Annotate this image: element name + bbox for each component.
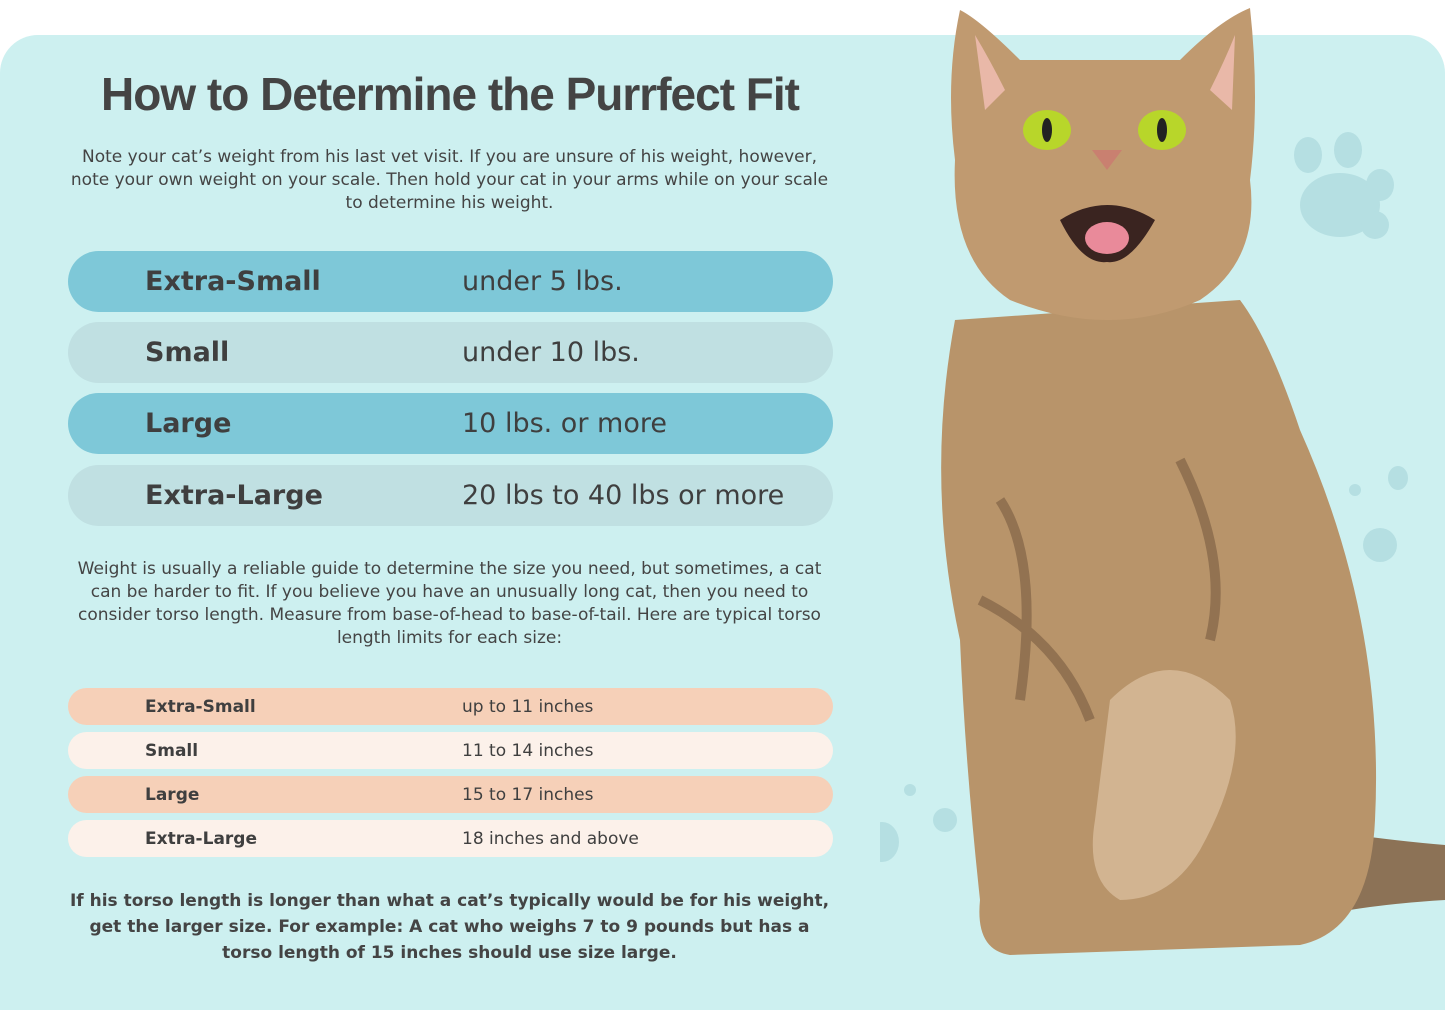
size-label: Extra-Small bbox=[145, 696, 256, 717]
sizing-note: If his torso length is longer than what … bbox=[69, 891, 830, 963]
torso-intro-text: Weight is usually a reliable guide to de… bbox=[77, 559, 822, 648]
size-label: Extra-Large bbox=[145, 480, 323, 511]
page-title: How to Determine the Purrfect Fit bbox=[101, 68, 800, 120]
size-label: Large bbox=[145, 408, 232, 439]
torso-row: Small 11 to 14 inches bbox=[68, 732, 833, 769]
torso-value: 18 inches and above bbox=[462, 828, 639, 849]
weight-row: Extra-Large 20 lbs to 40 lbs or more bbox=[68, 465, 833, 526]
size-label: Small bbox=[145, 337, 230, 368]
cat-body bbox=[941, 8, 1445, 955]
size-label: Extra-Small bbox=[145, 266, 321, 297]
size-label: Extra-Large bbox=[145, 828, 258, 849]
weight-row: Small under 10 lbs. bbox=[68, 322, 833, 383]
torso-value: up to 11 inches bbox=[462, 696, 594, 717]
weight-value: 10 lbs. or more bbox=[462, 408, 667, 439]
torso-row: Extra-Small up to 11 inches bbox=[68, 688, 833, 725]
weight-value: under 10 lbs. bbox=[462, 337, 640, 368]
size-label: Small bbox=[145, 740, 199, 761]
paw-print-icon bbox=[880, 132, 1408, 862]
torso-row: Extra-Large 18 inches and above bbox=[68, 820, 833, 857]
intro-text: Note your cat’s weight from his last vet… bbox=[70, 147, 829, 213]
weight-value: under 5 lbs. bbox=[462, 266, 623, 297]
torso-value: 11 to 14 inches bbox=[462, 740, 594, 761]
size-label: Large bbox=[145, 784, 200, 805]
weight-row: Extra-Small under 5 lbs. bbox=[68, 251, 833, 312]
weight-row: Large 10 lbs. or more bbox=[68, 393, 833, 454]
cat-photo bbox=[880, 8, 1445, 955]
torso-value: 15 to 17 inches bbox=[462, 784, 594, 805]
torso-row: Large 15 to 17 inches bbox=[68, 776, 833, 813]
weight-value: 20 lbs to 40 lbs or more bbox=[462, 480, 785, 511]
